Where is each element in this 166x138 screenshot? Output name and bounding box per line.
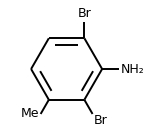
- Text: Br: Br: [78, 7, 91, 20]
- Text: Me: Me: [21, 108, 39, 120]
- Text: Br: Br: [94, 114, 108, 127]
- Text: NH₂: NH₂: [121, 63, 144, 75]
